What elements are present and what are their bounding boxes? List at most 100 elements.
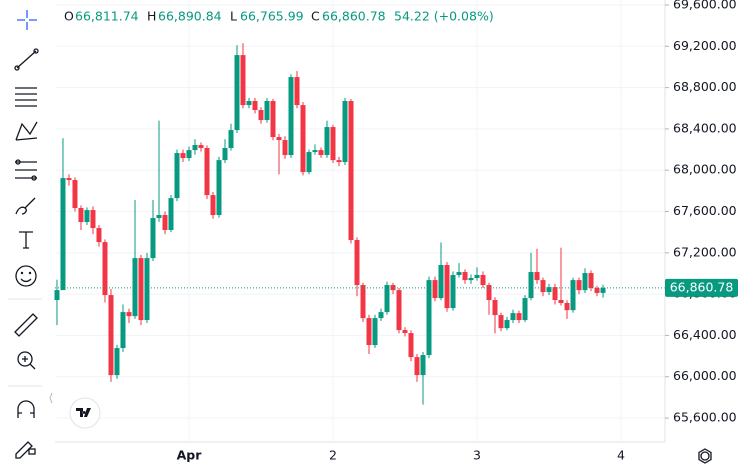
candle-body [522, 298, 528, 321]
candle-body [240, 55, 246, 106]
x-tick-label: 3 [473, 448, 481, 463]
candle-body [306, 152, 312, 173]
settings-button[interactable] [698, 448, 712, 464]
emoji-tool[interactable] [15, 265, 37, 287]
candle-body [462, 272, 468, 281]
legend-label: L [230, 9, 237, 24]
candle-body [504, 320, 510, 329]
grid [55, 0, 665, 442]
candle-body [318, 150, 324, 156]
candle-body [144, 258, 150, 321]
pattern-tool[interactable] [15, 121, 38, 141]
x-tick-label: 2 [329, 448, 337, 463]
candle-body [126, 312, 132, 317]
candle-body [408, 333, 414, 358]
candle-body [216, 160, 222, 216]
legend-value: 66,765.99 [240, 9, 304, 24]
candle-body [438, 265, 444, 299]
candle-body [276, 137, 282, 141]
candle-body [474, 275, 480, 279]
brush-tool[interactable] [15, 197, 36, 215]
candle-body [366, 318, 372, 346]
prediction-tool[interactable] [15, 159, 37, 181]
candle-body [222, 148, 228, 161]
candle-body [150, 218, 156, 259]
tv-logo[interactable] [69, 397, 101, 429]
y-tick-label: 66,000.00 [673, 368, 737, 383]
candle-body [174, 153, 180, 199]
candle-body [300, 105, 306, 173]
candle-body [528, 272, 534, 299]
zoom-tool[interactable] [17, 351, 36, 370]
last-price-box [665, 278, 738, 297]
candle-body [582, 273, 588, 291]
candle-body [534, 272, 540, 281]
candle-body [372, 318, 378, 346]
trend-line-tool[interactable] [14, 48, 39, 71]
candle-body [432, 280, 438, 299]
candle-body [186, 150, 192, 159]
candle-body [252, 101, 258, 111]
candle-body [108, 295, 114, 376]
candle-body [468, 278, 474, 281]
candle-body [84, 210, 90, 223]
lock-draw-tool[interactable] [15, 441, 36, 459]
candle-body [102, 242, 108, 296]
candle-body [228, 130, 234, 149]
legend-label: O [64, 9, 74, 24]
candle-body [324, 127, 330, 156]
candle-body [264, 101, 270, 121]
candle-body [420, 355, 426, 376]
magnet-tool[interactable] [17, 400, 35, 418]
candle-body [330, 127, 336, 161]
candle-body [552, 287, 558, 301]
text-tool[interactable] [19, 231, 33, 249]
x-tick-label: Apr [177, 448, 203, 463]
candle-body [258, 110, 264, 121]
candle-body [498, 315, 504, 329]
candle-body [54, 290, 60, 301]
candle-body [486, 285, 492, 301]
candle-body [492, 300, 498, 316]
candle-body [180, 153, 186, 159]
y-tick-label: 67,600.00 [673, 203, 737, 218]
candle-body [210, 195, 216, 216]
candle-body [414, 357, 420, 376]
candle-body [348, 101, 354, 241]
candle-body [270, 101, 276, 138]
candle-body [312, 150, 318, 153]
ruler-tool[interactable] [14, 313, 38, 337]
candle-body [558, 300, 564, 304]
candle-body [78, 208, 84, 223]
candle-body [234, 55, 240, 131]
candle-body [66, 178, 72, 181]
candle-body [282, 140, 288, 156]
candle-body [90, 210, 96, 229]
candle-body [246, 101, 252, 106]
legend-value: 66,860.78 [322, 9, 386, 24]
candle-body [96, 228, 102, 243]
candle-body [72, 180, 78, 209]
candle-body [564, 303, 570, 311]
candle-body [336, 160, 342, 163]
candle-body [288, 77, 294, 156]
candle-body [600, 287, 606, 293]
y-tick-label: 68,400.00 [673, 120, 737, 135]
candle-body [456, 272, 462, 276]
candle-body [588, 273, 594, 289]
candle-body [360, 285, 366, 319]
candle-body [450, 275, 456, 309]
candle-body [378, 312, 384, 319]
legend-value: 66,811.74 [75, 9, 139, 24]
candle-body [198, 145, 204, 149]
fib-tool[interactable] [15, 87, 37, 107]
candle-body [114, 348, 120, 376]
candle-body [540, 280, 546, 293]
collapse-toolbar[interactable] [49, 392, 53, 404]
candle-body [168, 198, 174, 231]
candle-body [156, 215, 162, 219]
crosshair-tool[interactable] [17, 10, 37, 30]
candle-body [426, 280, 432, 356]
candle-body [132, 258, 138, 317]
